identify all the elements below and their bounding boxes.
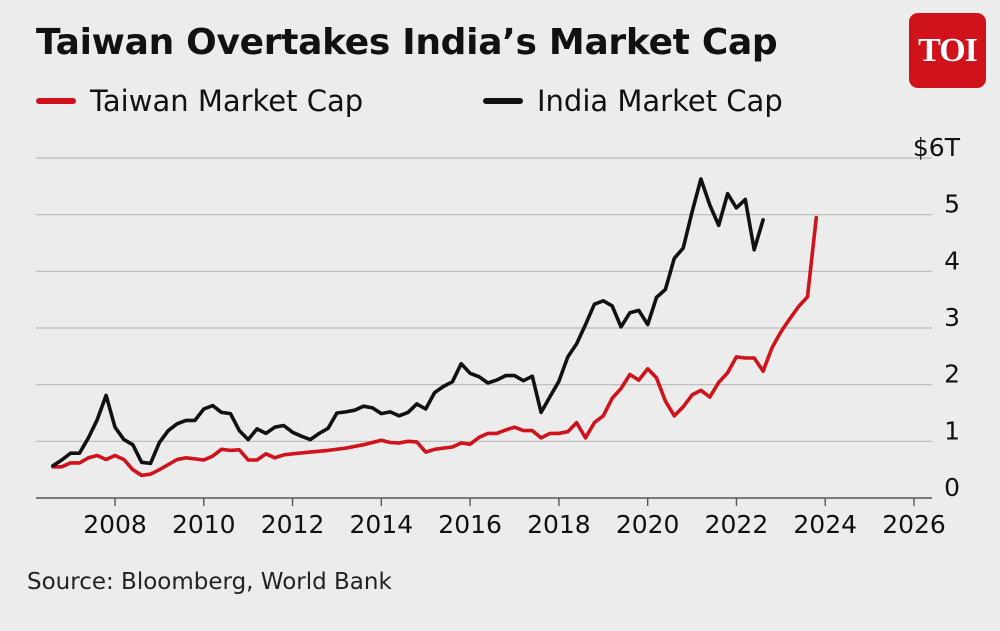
legend-label-india: India Market Cap [537, 84, 783, 118]
toi-logo: TOI [909, 13, 986, 88]
x-tick-label: 2010 [172, 510, 236, 539]
chart-title: Taiwan Overtakes India’s Market Cap [36, 22, 778, 63]
y-tick-label: 5 [944, 190, 960, 219]
y-tick-label: 2 [944, 360, 960, 389]
y-tick-label: 1 [944, 416, 960, 445]
series-line-india [51, 177, 765, 468]
y-tick-label: 4 [944, 246, 960, 275]
legend-label-taiwan: Taiwan Market Cap [90, 84, 364, 118]
x-tick-label: 2016 [438, 510, 502, 539]
x-tick-label: 2012 [261, 510, 325, 539]
x-tick-label: 2008 [83, 510, 147, 539]
source-note: Source: Bloomberg, World Bank [27, 569, 392, 595]
x-tick-label: 2022 [705, 510, 769, 539]
y-tick-label: 3 [944, 303, 960, 332]
legend-item-taiwan: Taiwan Market Cap [36, 84, 363, 118]
legend-item-india: India Market Cap [483, 84, 783, 118]
x-tick-label: 2024 [793, 510, 857, 539]
x-tick-label: 2018 [527, 510, 591, 539]
y-tick-label: $6T [913, 133, 961, 162]
x-tick-label: 2026 [882, 510, 946, 539]
y-tick-label: 0 [944, 473, 960, 502]
legend-swatch-india [483, 98, 523, 104]
x-tick-label: 2014 [350, 510, 414, 539]
toi-logo-text: TOI [918, 31, 978, 69]
legend-swatch-taiwan [36, 98, 76, 104]
series-line-taiwan [51, 215, 819, 478]
x-tick-label: 2020 [616, 510, 680, 539]
chart-legend: Taiwan Market Cap India Market Cap [36, 84, 856, 124]
